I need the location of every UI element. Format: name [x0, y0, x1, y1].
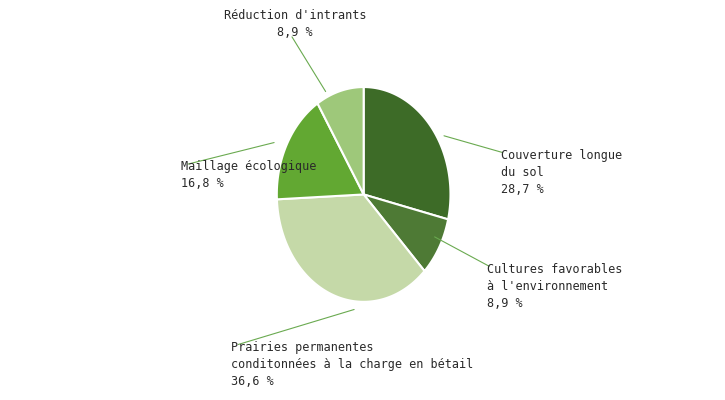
- Text: Couverture longue
du sol
28,7 %: Couverture longue du sol 28,7 %: [501, 149, 622, 196]
- Text: Maillage écologique
16,8 %: Maillage écologique 16,8 %: [181, 160, 316, 190]
- Polygon shape: [318, 87, 364, 194]
- Polygon shape: [277, 104, 364, 199]
- Polygon shape: [277, 194, 425, 302]
- Text: Cultures favorables
à l'environnement
8,9 %: Cultures favorables à l'environnement 8,…: [487, 263, 623, 310]
- Polygon shape: [364, 87, 450, 219]
- Text: Réduction d'intrants
8,9 %: Réduction d'intrants 8,9 %: [224, 9, 366, 39]
- Text: Prairies permanentes
conditonnées à la charge en bétail
36,6 %: Prairies permanentes conditonnées à la c…: [231, 341, 473, 388]
- Polygon shape: [364, 194, 448, 271]
